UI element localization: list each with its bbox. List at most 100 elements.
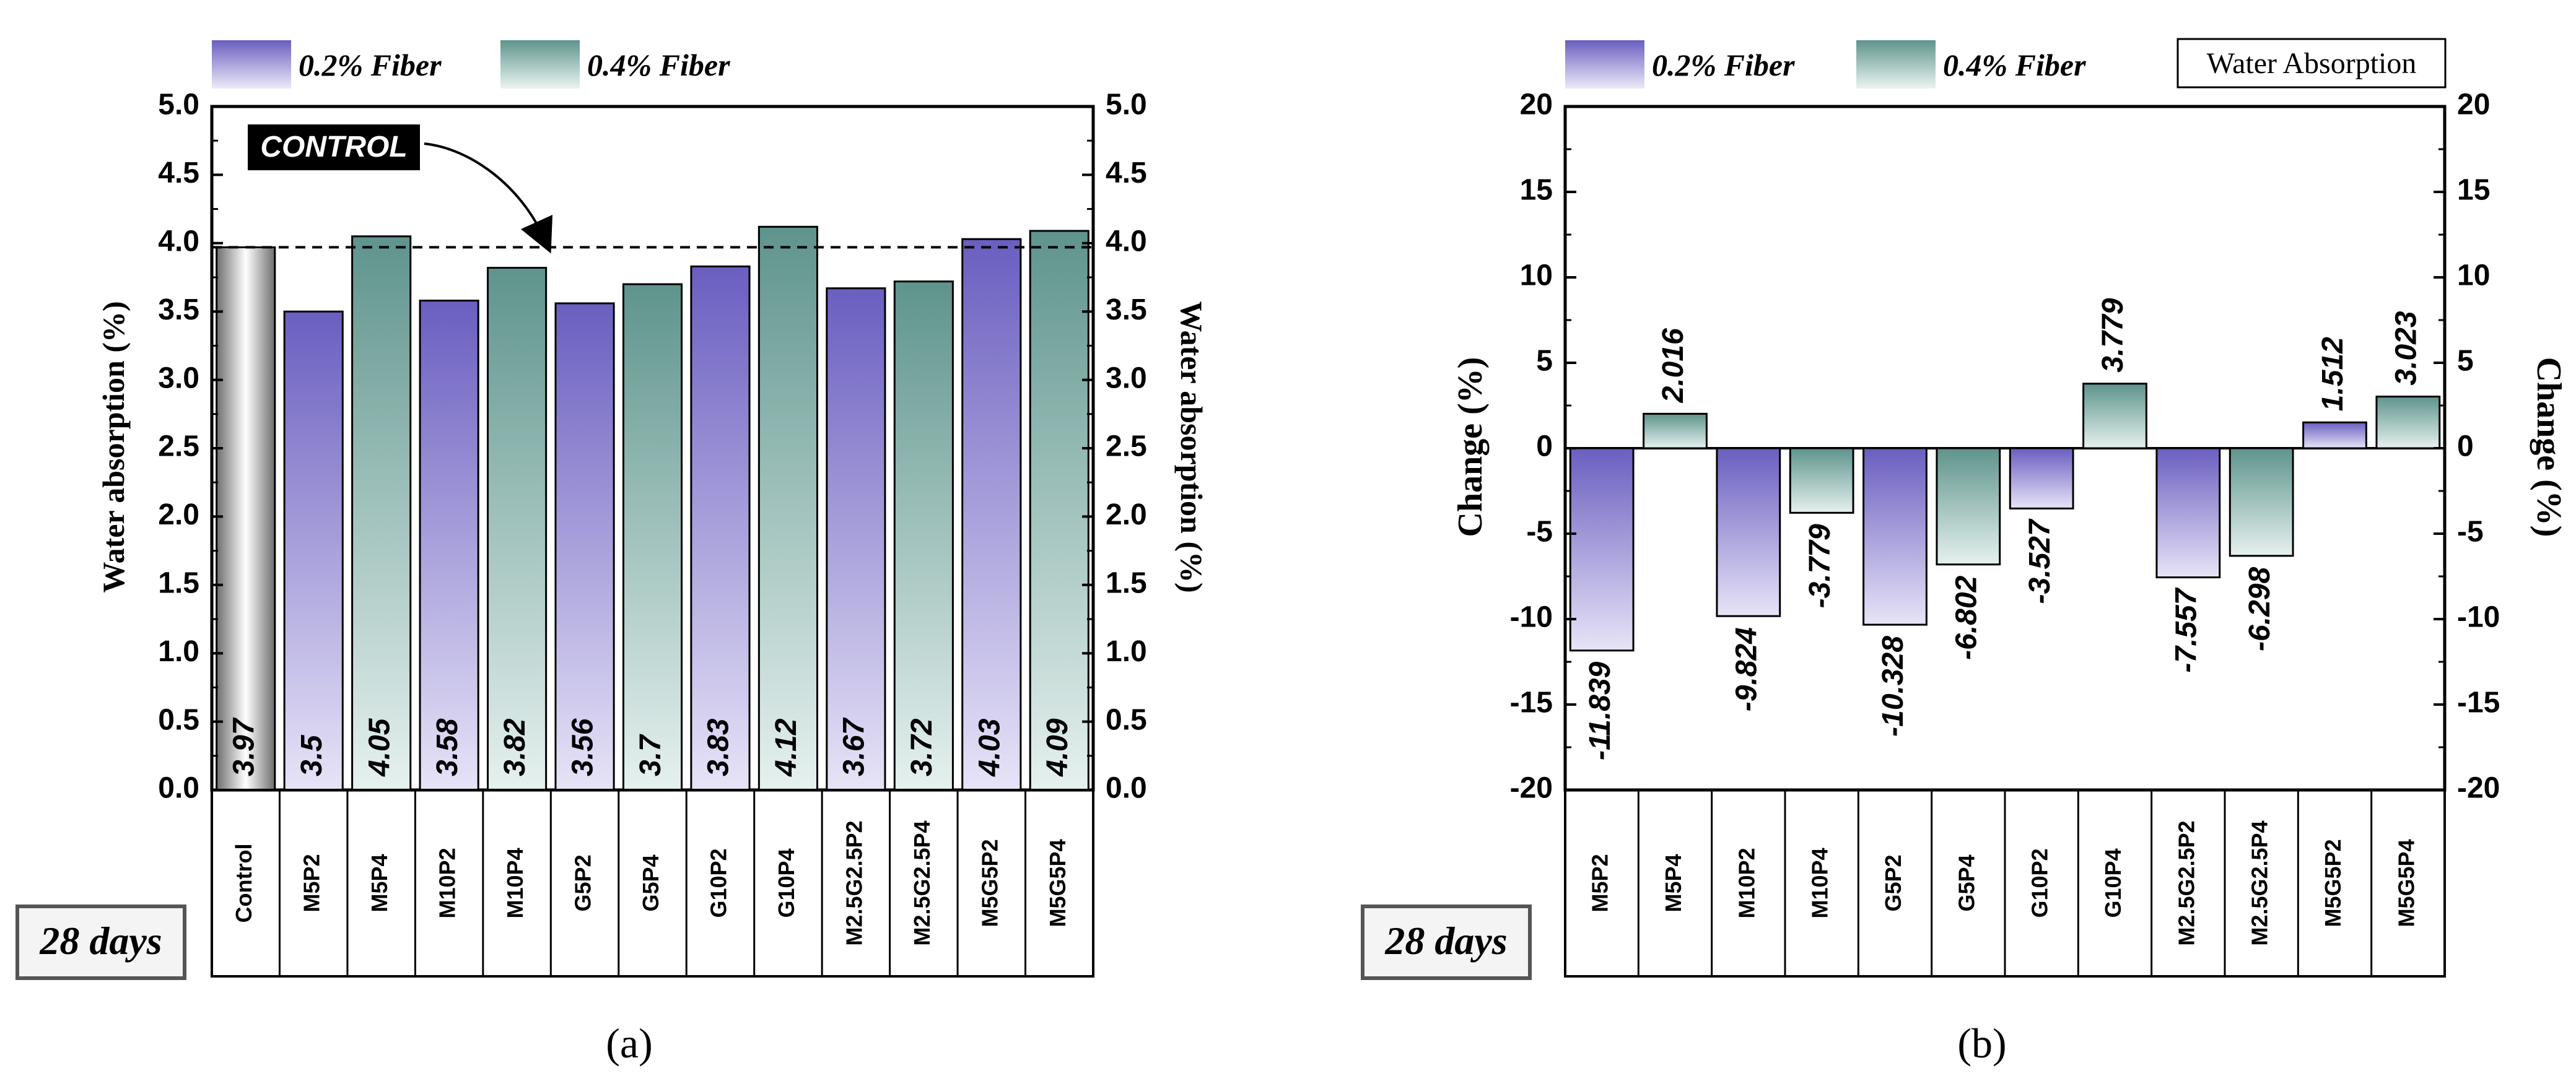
data-label-b-m5g5p4: 3.023 [2390,311,2423,385]
bar-a-g5p4 [622,283,683,791]
category-label-a-m5p4: M5P4 [367,854,392,912]
category-table-a: Control M5P2 M5P4 M10P2 M10P4 G5P2 G5P4 G10P2 G1… [211,789,1094,978]
data-label-a-m5g5p2: 4.03 [973,718,1006,777]
y-tick-label-right-a: 0.0 [1106,772,1147,805]
bar-b-m5g5p4 [2375,396,2441,449]
legend-label-water-absorption: Water Absorption [2207,47,2417,80]
bar-a-m5p4 [351,235,412,791]
y-tick-label-left-b: 20 [1520,89,1553,121]
y-tick-label-left-a: 1.5 [158,566,199,599]
y-tick-label-right-a: 5.0 [1106,89,1147,121]
y-axis-label-left-a: Water absorption (%) [96,301,131,592]
legend-swatch-fiber-04-b [1856,40,1936,89]
category-table-b: M5P2 M5P4 M10P2 M10P4 G5P2 G5P4 G10P2 G10P4 M2.5… [1564,789,2446,978]
data-label-a-m2-5g2-5p2: 3.67 [838,717,871,776]
category-label-b-m5p2: M5P2 [1587,854,1613,912]
y-tick-label-right-a: 0.5 [1106,703,1147,736]
bar-a-m5p2 [283,310,344,791]
data-label-a-g5p4: 3.7 [634,734,667,776]
category-label-a-m2-5g2-5p2: M2.5G2.5P2 [841,820,867,945]
legend-a: 0.2% Fiber 0.4% Fiber [212,40,730,89]
bar-b-g10p2 [2009,447,2074,510]
category-label-a-m5g5p2: M5G5P2 [977,839,1002,927]
category-label-b-m5p4: M5P4 [1661,854,1686,912]
data-label-a-m5p2: 3.5 [295,734,328,776]
y-tick-label-right-a: 2.5 [1106,430,1147,463]
y-tick-label-left-b: 10 [1520,259,1553,292]
y-tick-label-right-b: -20 [2457,772,2500,805]
y-tick-label-right-b: 20 [2457,89,2490,121]
age-box-a [15,905,186,980]
age-box-b [1361,905,1532,980]
data-label-b-g5p2: -10.328 [1877,636,1910,737]
y-tick-label-right-a: 3.0 [1106,362,1147,394]
y-tick-label-left-b: -15 [1510,687,1553,719]
panel-b: 0.2% Fiber 0.4% Fiber Water Absorption -… [1361,38,2568,1067]
y-axis-label-left-b: Change (%) [1451,357,1490,537]
y-tick-label-right-b: -10 [2457,601,2500,634]
bar-a-m2-5g2-5p4 [893,280,954,791]
y-tick-label-left-a: 5.0 [158,89,199,121]
data-label-a-m10p2: 3.58 [431,718,464,776]
bar-a-g10p4 [758,225,818,791]
data-label-a-g5p2: 3.56 [567,718,600,776]
data-label-a-m5p4: 4.05 [363,718,396,777]
category-label-b-g5p2: G5P2 [1880,854,1906,911]
y-tick-label-right-b: 5 [2457,345,2474,378]
y-tick-label-left-a: 2.0 [158,498,199,531]
y-tick-label-left-b: 0 [1536,430,1553,463]
category-label-b-m5g5p4: M5G5P4 [2393,839,2419,927]
y-tick-label-left-a: 0.5 [158,703,199,736]
y-tick-label-right-a: 2.0 [1106,498,1147,531]
bar-b-m10p4 [1789,447,1854,514]
bar-a-m10p4 [487,267,548,791]
category-label-b-m2-5g2-5p2: M2.5G2.5P2 [2173,820,2199,945]
y-tick-label-right-a: 4.0 [1106,225,1147,258]
bar-b-g10p4 [2082,383,2147,449]
category-label-a-m2-5g2-5p4: M2.5G2.5P4 [909,820,935,945]
legend-label-fiber-02: 0.2% Fiber [299,48,442,82]
data-label-b-m2-5g2-5p4: -6.298 [2243,567,2276,651]
y-tick-label-left-a: 1.0 [158,635,199,668]
y-axis-label-right-b: Change (%) [2530,357,2568,537]
bar-b-m5p4 [1643,412,1708,449]
legend-label-fiber-04-b: 0.4% Fiber [1943,48,2086,82]
bar-a-g10p2 [690,265,751,791]
bar-b-m5p2 [1569,447,1635,652]
y-tick-label-left-a: 2.5 [158,430,199,463]
category-label-a-m5p2: M5P2 [299,854,325,912]
bar-b-m5g5p2 [2302,421,2367,449]
bar-a-m2-5g2-5p2 [826,287,886,791]
data-label-b-m10p4: -3.779 [1804,524,1836,608]
category-label-b-g5p4: G5P4 [1954,854,1979,911]
y-tick-label-left-b: -5 [1526,516,1553,549]
caption-a: (a) [606,1020,652,1067]
y-tick-label-left-a: 3.0 [158,362,199,394]
category-label-a-g10p4: G10P4 [774,848,799,918]
data-label-a-control: 3.97 [227,717,260,776]
category-label-b-m10p4: M10P4 [1807,848,1833,918]
legend-b: 0.2% Fiber 0.4% Fiber Water Absorption [1565,38,2447,89]
category-label-b-m10p2: M10P2 [1734,848,1759,918]
data-label-b-m10p2: -9.824 [1731,627,1763,711]
data-label-b-m5p4: 2.016 [1657,328,1690,403]
y-axis-label-right-a: Water absorption (%) [1174,301,1209,592]
y-ticks-a: 0.0 0.0 0.5 0.5 1.0 1.0 1.5 1.5 2.0 2.0 2.5 2.5 3.0 3… [158,89,1146,805]
data-label-b-m5p2: -11.839 [1584,661,1617,760]
category-label-a-m10p2: M10P2 [435,848,460,918]
y-tick-label-right-a: 4.5 [1106,157,1147,189]
y-tick-label-left-b: 15 [1520,174,1553,207]
bar-b-m2-5g2-5p4 [2229,447,2294,557]
category-table-frame-a [211,789,1094,978]
data-label-a-g10p2: 3.83 [702,718,735,776]
bars-a: 3.97 3.5 4.05 3.58 3.82 3.56 3.7 3.83 4.12 3.67 3.… [216,225,1089,791]
bar-b-m2-5g2-5p2 [2155,447,2221,579]
legend-swatch-fiber-04 [500,40,580,89]
data-label-a-m5g5p4: 4.09 [1041,718,1074,777]
category-label-a-control: Control [231,844,256,923]
category-label-a-m5g5p4: M5G5P4 [1045,839,1070,927]
category-label-a-g10p2: G10P2 [705,848,731,918]
y-tick-label-left-a: 4.5 [158,157,199,189]
age-label-a: 28 days [39,919,162,963]
